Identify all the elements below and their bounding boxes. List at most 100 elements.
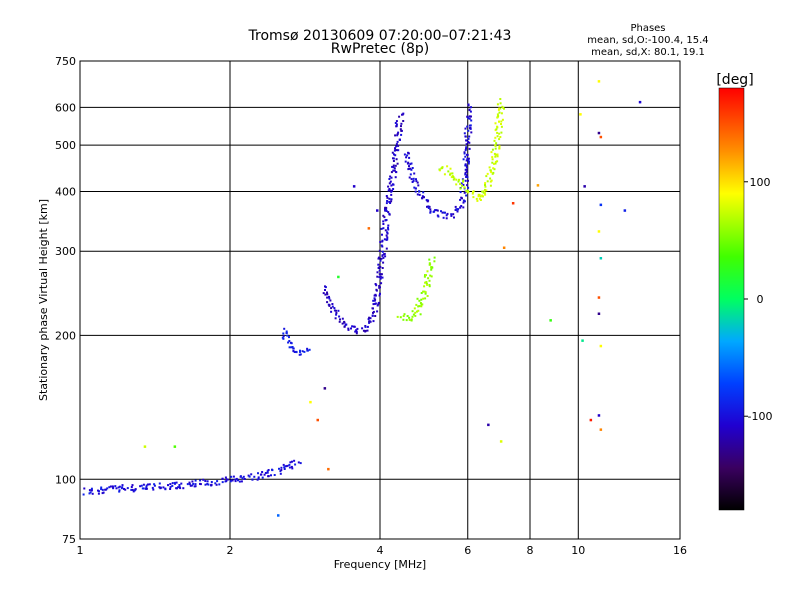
trace-dot bbox=[465, 139, 468, 142]
echo-point bbox=[502, 246, 506, 249]
trace-dot bbox=[267, 475, 270, 478]
trace-dot bbox=[108, 486, 111, 489]
trace-dot bbox=[263, 473, 266, 476]
trace-dot bbox=[381, 267, 384, 269]
trace-dot bbox=[131, 484, 134, 487]
trace-dot bbox=[377, 301, 380, 304]
trace-dot bbox=[324, 289, 326, 291]
trace-dot bbox=[417, 309, 420, 312]
trace-dot bbox=[368, 320, 371, 323]
scattered-echoes bbox=[143, 80, 642, 517]
trace-dot bbox=[286, 464, 289, 467]
trace-dot bbox=[453, 177, 456, 180]
trace-dot bbox=[355, 329, 358, 332]
trace-dot bbox=[339, 318, 341, 321]
trace-dot bbox=[486, 172, 489, 175]
trace-dot bbox=[468, 135, 471, 138]
y-tick-label: 100 bbox=[55, 473, 76, 486]
trace-dot bbox=[145, 486, 148, 489]
y-tick-label: 400 bbox=[55, 185, 76, 198]
trace-dot bbox=[287, 341, 290, 344]
echo-point bbox=[352, 185, 356, 188]
trace-dot bbox=[396, 133, 399, 135]
trace-dot bbox=[257, 476, 260, 479]
trace-dot bbox=[378, 285, 381, 287]
trace-dot bbox=[251, 478, 254, 481]
trace-dot bbox=[420, 292, 423, 294]
trace-dot bbox=[483, 190, 486, 192]
trace-dot bbox=[410, 319, 413, 322]
trace-dot bbox=[422, 191, 425, 194]
trace-dot bbox=[434, 209, 437, 212]
echo-point bbox=[323, 387, 327, 390]
trace-dot bbox=[148, 483, 151, 486]
trace-dot bbox=[450, 213, 453, 216]
trace-dot bbox=[456, 210, 459, 213]
trace-dot bbox=[261, 476, 264, 479]
trace-dot bbox=[279, 472, 282, 475]
trace-dot bbox=[134, 488, 137, 491]
trace-dot bbox=[470, 131, 473, 134]
trace-dot bbox=[390, 171, 393, 174]
trace-dot bbox=[475, 197, 478, 200]
trace-dot bbox=[290, 346, 293, 349]
trace-dot bbox=[114, 485, 117, 488]
trace-dot bbox=[470, 119, 473, 122]
trace-dot bbox=[463, 186, 466, 189]
trace-dot bbox=[408, 318, 411, 321]
trace-dot bbox=[235, 477, 238, 480]
trace-dot bbox=[500, 123, 502, 125]
trace-dot bbox=[413, 172, 416, 175]
trace-dot bbox=[380, 244, 383, 247]
y-tick-label: 600 bbox=[55, 101, 76, 114]
trace-dot bbox=[394, 147, 396, 150]
trace-dot bbox=[347, 327, 350, 330]
trace-dot bbox=[395, 171, 398, 173]
trace-dot bbox=[494, 122, 497, 125]
trace-dot bbox=[109, 485, 112, 488]
trace-dot bbox=[159, 487, 162, 490]
trace-dot bbox=[285, 332, 288, 334]
trace-dot bbox=[466, 115, 469, 118]
trace-dot bbox=[395, 158, 398, 161]
trace-dot bbox=[430, 268, 433, 271]
trace-dot bbox=[496, 155, 499, 158]
trace-dot bbox=[426, 283, 429, 286]
trace-dot bbox=[386, 231, 389, 234]
trace-dot bbox=[100, 488, 103, 491]
trace-dot bbox=[482, 191, 485, 194]
trace-dot bbox=[288, 336, 290, 339]
trace-dot bbox=[424, 291, 427, 294]
echo-point bbox=[316, 418, 319, 422]
trace-dot bbox=[385, 208, 388, 211]
trace-dot bbox=[115, 487, 118, 490]
trace-dot bbox=[98, 490, 100, 493]
trace-dot bbox=[145, 484, 148, 487]
trace-dot bbox=[429, 210, 432, 213]
trace-dot bbox=[333, 307, 336, 310]
trace-dot bbox=[428, 258, 431, 261]
trace-dot bbox=[414, 187, 417, 190]
trace-dot bbox=[390, 193, 393, 196]
trace-dot bbox=[380, 227, 383, 230]
trace-dot bbox=[415, 178, 417, 181]
trace-dot bbox=[384, 208, 386, 211]
trace-dot bbox=[464, 127, 467, 130]
trace-dot bbox=[117, 486, 120, 489]
trace-dot bbox=[354, 330, 357, 333]
chart-subtitle: RwPretec (8p) bbox=[331, 41, 429, 57]
trace-dot bbox=[133, 489, 136, 492]
trace-dot bbox=[385, 247, 388, 250]
trace-dot bbox=[380, 273, 383, 276]
trace-dot bbox=[490, 179, 493, 182]
trace-dot bbox=[140, 484, 143, 487]
trace-dot bbox=[499, 136, 502, 138]
trace-dot bbox=[242, 475, 245, 478]
trace-dot bbox=[330, 310, 333, 313]
trace-e-layer-trace bbox=[82, 459, 302, 496]
trace-dot bbox=[343, 325, 346, 328]
trace-dot bbox=[126, 487, 129, 490]
trace-dot bbox=[467, 191, 470, 194]
trace-dot bbox=[282, 335, 285, 338]
trace-dot bbox=[328, 297, 331, 300]
